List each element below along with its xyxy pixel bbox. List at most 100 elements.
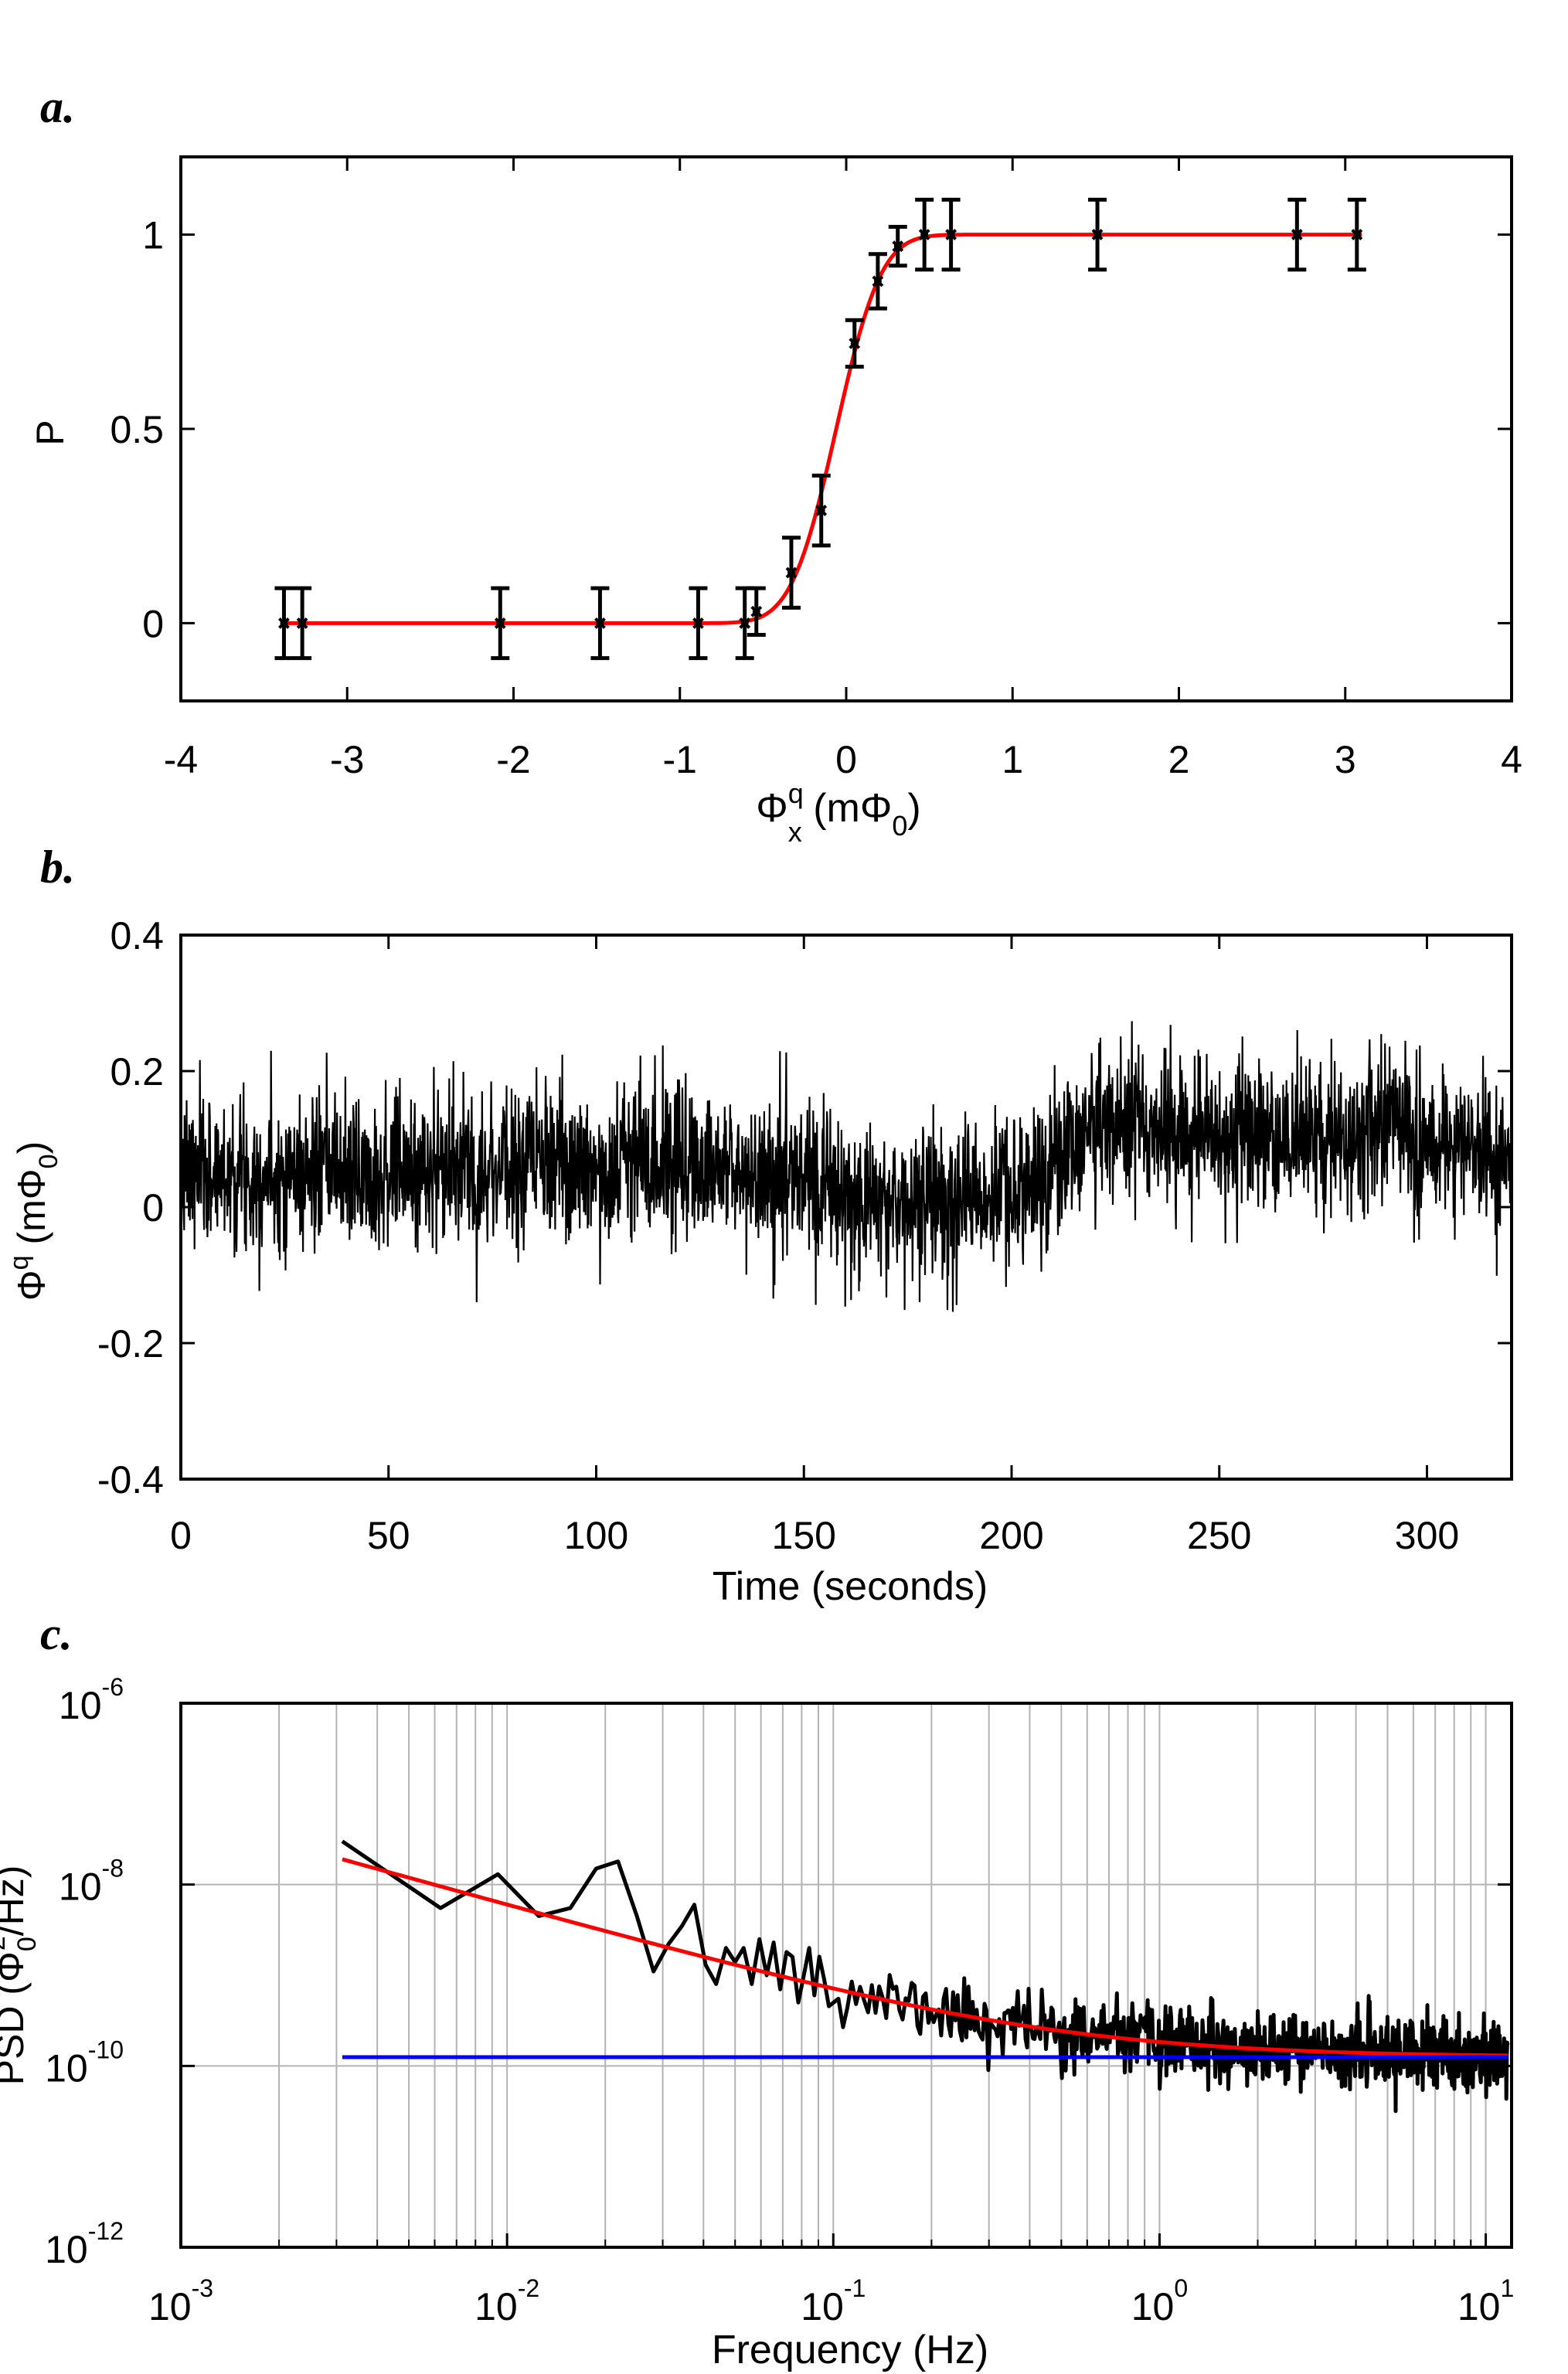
panel-c-x-tick-label-exp: 1 <box>1500 2274 1514 2302</box>
panel-b-label: b. <box>40 842 75 893</box>
panel-b-x-tick-label: 0 <box>170 1514 192 1557</box>
panel-a-point-dot <box>1094 230 1102 239</box>
panel-b-y-axis-label-main: Φ <box>10 1270 53 1301</box>
panel-c-x-tick-label: 10-1 <box>801 2274 866 2328</box>
panel-a-data-point <box>845 318 864 369</box>
panel-a-point-dot <box>850 339 859 348</box>
panel-c-y-tick-label-exp: -6 <box>102 1673 124 1701</box>
panel-b-ticks: 0 50 100 150 200 250 300 -0.4 -0.2 0 0.2 0.4 <box>97 914 1512 1557</box>
panel-c-y-axis-label-close: /Hz) <box>0 1866 32 1937</box>
panel-c-x-tick-label-base: 10 <box>1131 2285 1175 2328</box>
panel-a-data-point <box>915 197 934 272</box>
panel-c-x-tick-label-base: 10 <box>1457 2285 1501 2328</box>
panel-a-point-dot <box>947 230 955 239</box>
panel-a-y-tick-label: 0.5 <box>110 408 164 451</box>
panel-b-y-tick-label: 0.4 <box>110 914 164 957</box>
panel-b-flux-trace <box>179 1021 1512 1312</box>
panel-a-axes-box <box>179 155 1513 702</box>
panel-a-data-point <box>941 197 961 272</box>
panel-a-data-point <box>811 473 831 548</box>
panel-c-y-tick-label-base: 10 <box>59 1866 102 1909</box>
panel-a-ticks: -4 -3 -2 -1 0 1 2 3 4 0 0.5 1 <box>110 157 1522 781</box>
panel-c-y-axis-label-sub: 0 <box>12 1937 42 1951</box>
panel-b-y-axis-label-sup: q <box>5 1255 34 1270</box>
panel-c-y-tick-label-base: 10 <box>45 2046 88 2090</box>
panel-a-point-dot <box>596 619 604 628</box>
panel-a-x-axis-label-rest: (mΦ <box>802 786 893 831</box>
panel-a-x-tick-label: 3 <box>1335 738 1356 781</box>
panel-b-x-tick-label: 50 <box>367 1514 410 1557</box>
panel-a-x-axis-label-rest-sub: 0 <box>892 810 907 842</box>
panel-b-y-tick-label: 0 <box>142 1186 164 1230</box>
panel-a-label: a. <box>40 81 75 132</box>
panel-c-y-axis-label-main: PSD (Φ <box>0 1951 32 2085</box>
panel-a-x-axis-label-close: ) <box>907 786 920 831</box>
panel-a-x-tick-label: 4 <box>1501 738 1522 781</box>
panel-b-axes-box <box>179 934 1513 1481</box>
panel-a-data-point <box>1088 197 1107 272</box>
panel-a-x-axis-label-sub: x <box>788 816 802 848</box>
panel-c-y-tick-label-exp: -8 <box>102 1855 124 1883</box>
panel-a-data-point <box>868 252 887 311</box>
panel-c-x-tick-label-exp: 0 <box>1174 2274 1188 2302</box>
panel-c-y-tick-label-exp: -12 <box>88 2217 124 2245</box>
panel-c-y-tick-label: 10-12 <box>45 2217 124 2271</box>
panel-a-x-tick-label: 1 <box>1002 738 1023 781</box>
panel-a-x-tick-label: 0 <box>835 738 857 781</box>
panel-c-fit-curve <box>342 1857 1508 2058</box>
panel-b-y-axis-label-sub: 0 <box>34 1154 63 1168</box>
panel-b-marks <box>179 1021 1512 1312</box>
panel-c-x-tick-label-base: 10 <box>148 2285 192 2328</box>
panel-c-marks <box>341 1839 1510 2114</box>
panel-c-y-tick-label-base: 10 <box>59 1684 102 1727</box>
panel-a-point-dot <box>787 569 795 577</box>
panel-a-data-point <box>747 586 766 638</box>
panel-a-x-tick-label: -4 <box>164 738 198 781</box>
panel-c-label: c. <box>40 1608 73 1659</box>
panel-c-y-tick-label-base: 10 <box>45 2228 88 2271</box>
panel-c-y-axis-label: PSD (Φ02/Hz) <box>0 1866 42 2086</box>
panel-a-x-tick-label: -2 <box>496 738 530 781</box>
panel-a: a. -4 -3 -2 -1 0 1 2 3 400.51 P Φq x (mΦ0) <box>29 81 1522 848</box>
panel-c-y-tick-label-exp: -10 <box>88 2036 124 2063</box>
panel-a-point-dot <box>1293 230 1301 239</box>
panel-b-x-tick-label: 200 <box>979 1514 1043 1557</box>
panel-c-x-tick-label-exp: -1 <box>844 2274 866 2302</box>
panel-c-y-tick-label: 10-10 <box>45 2036 124 2090</box>
panel-a-y-axis-label: P <box>29 420 72 445</box>
panel-a-point-dot <box>920 230 929 239</box>
panel-b-y-tick-label: -0.2 <box>97 1322 164 1366</box>
panel-a-marks <box>274 197 1366 661</box>
panel-b-y-axis-label-close: ) <box>10 1141 53 1155</box>
panel-a-point-dot <box>694 619 702 628</box>
panel-a-x-axis-label-sup: q <box>788 777 804 809</box>
panel-a-data-point <box>590 586 610 661</box>
panel-a-data-point <box>781 536 801 610</box>
panel-c-x-tick-label: 10-3 <box>148 2274 213 2328</box>
panel-a-data-point <box>888 225 907 268</box>
panel-c-x-tick-label-exp: -2 <box>518 2274 539 2302</box>
panel-c-y-tick-label: 10-6 <box>59 1673 124 1727</box>
panel-b-x-tick-label: 250 <box>1187 1514 1251 1557</box>
panel-b-y-axis-label-rest: (mΦ <box>10 1168 53 1255</box>
panel-a-x-tick-label: -3 <box>330 738 364 781</box>
panel-c-x-axis-label: Frequency (Hz) <box>712 2328 988 2372</box>
panel-c-y-axis-label-sup: 2 <box>0 1936 11 1951</box>
panel-b-y-tick-label: 0.2 <box>110 1050 164 1093</box>
panel-b-x-axis-label: Time (seconds) <box>713 1564 988 1609</box>
panel-a-x-tick-label: 2 <box>1168 738 1190 781</box>
panel-a-y-tick-label: 0 <box>142 602 164 645</box>
panel-a-point-dot <box>496 619 505 628</box>
panel-a-data-point <box>491 586 510 661</box>
panel-a-point-dot <box>817 506 825 515</box>
panel-a-point-dot <box>752 607 760 616</box>
panel-a-point-dot <box>873 277 882 285</box>
panel-a-data-point <box>1287 197 1307 272</box>
panel-c-x-tick-label-base: 10 <box>801 2285 844 2328</box>
panel-c-x-tick-label: 100 <box>1131 2274 1188 2328</box>
panel-a-x-axis-label-main: Φ <box>756 786 788 831</box>
panel-a-x-axis-label: Φq x (mΦ0) <box>756 777 920 848</box>
panel-c-y-tick-label: 10-8 <box>59 1855 124 1909</box>
panel-b-x-tick-label: 300 <box>1395 1514 1459 1557</box>
